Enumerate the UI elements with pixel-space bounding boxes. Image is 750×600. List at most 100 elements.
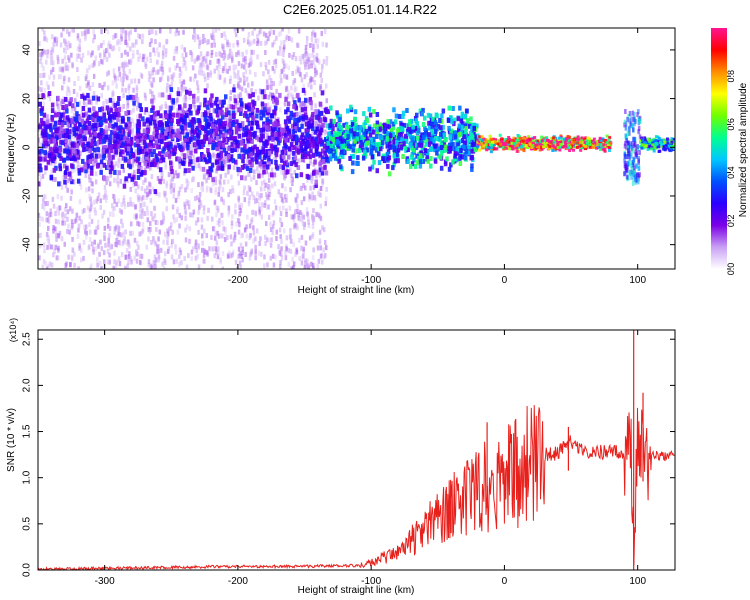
heatmap-cell [77, 266, 80, 269]
heatmap-cell [286, 115, 290, 121]
heatmap-cell [426, 112, 431, 118]
heatmap-cell [153, 213, 157, 219]
heatmap-cell [141, 214, 144, 219]
heatmap-cell [275, 35, 278, 41]
heatmap-cell [58, 116, 63, 122]
heatmap-cell [278, 227, 282, 233]
heatmap-cell [116, 174, 120, 180]
heatmap-cell [293, 87, 297, 93]
heatmap-cell [292, 150, 296, 156]
heatmap-cell [54, 177, 57, 182]
heatmap-cell [431, 116, 435, 122]
heatmap-cell [449, 115, 453, 121]
heatmap-cell [158, 229, 161, 235]
heatmap-cell [262, 31, 266, 37]
heatmap-cell [264, 40, 267, 46]
heatmap-cell [260, 193, 263, 199]
heatmap-cell [63, 179, 67, 185]
heatmap-cell [317, 59, 321, 65]
heatmap-cell [41, 216, 44, 222]
heatmap-cell [206, 124, 210, 130]
heatmap-cell [472, 141, 477, 147]
heatmap-cell [318, 213, 321, 219]
heatmap-cell [60, 32, 63, 38]
heatmap-cell [424, 130, 428, 136]
heatmap-cell [176, 112, 180, 118]
heatmap-cell [226, 117, 229, 123]
heatmap-cell [296, 209, 299, 214]
heatmap-cell [283, 147, 287, 153]
heatmap-cell [317, 139, 321, 145]
heatmap-cell [302, 246, 305, 252]
heatmap-cell [69, 97, 73, 103]
heatmap-cell [83, 95, 87, 101]
heatmap-cell [303, 106, 308, 112]
heatmap-cell [153, 162, 157, 168]
heatmap-cell [274, 135, 278, 141]
heatmap-cell [284, 250, 287, 256]
heatmap-cell [308, 194, 312, 200]
heatmap-cell [75, 143, 80, 149]
heatmap-cell [236, 100, 240, 106]
heatmap-cell [447, 166, 452, 172]
heatmap-cell [168, 114, 172, 119]
heatmap-cell [147, 76, 151, 82]
heatmap-cell [300, 200, 303, 206]
heatmap-cell [113, 198, 116, 204]
heatmap-cell [443, 137, 447, 143]
heatmap-cell [215, 205, 219, 211]
heatmap-cell [180, 150, 183, 156]
heatmap-cell [221, 187, 225, 193]
heatmap-cell [134, 28, 137, 32]
heatmap-cell [351, 122, 355, 128]
heatmap-cell [139, 107, 143, 113]
heatmap-cell [418, 108, 423, 114]
heatmap-cell [41, 203, 44, 209]
heatmap-cell [463, 155, 467, 161]
heatmap-cell [243, 143, 247, 149]
heatmap-cell [279, 30, 282, 36]
heatmap-cell [259, 28, 262, 34]
heatmap-cell [239, 251, 242, 257]
heatmap-cell [128, 164, 133, 170]
heatmap-cell [287, 261, 290, 267]
heatmap-cell [243, 75, 246, 81]
heatmap-cell [39, 108, 43, 114]
heatmap-cell [248, 223, 252, 229]
heatmap-cell [53, 154, 57, 160]
heatmap-cell [408, 143, 412, 148]
heatmap-cell [136, 156, 141, 162]
heatmap-cell [113, 33, 117, 39]
heatmap-cell [263, 88, 266, 94]
heatmap-cell [165, 183, 168, 189]
heatmap-cell [81, 106, 86, 111]
heatmap-cell [244, 55, 247, 61]
heatmap-cell [85, 102, 88, 107]
heatmap-cell [216, 254, 220, 260]
heatmap-cell [59, 98, 62, 104]
heatmap-cell [82, 139, 85, 145]
heatmap-cell [179, 259, 182, 265]
heatmap-cell [93, 62, 96, 68]
heatmap-cell [203, 110, 208, 116]
heatmap-cell [170, 183, 173, 188]
heatmap-cell [58, 205, 62, 211]
heatmap-cell [120, 33, 123, 39]
heatmap-cell [114, 161, 118, 167]
heatmap-cell [172, 124, 176, 130]
heatmap-cell [316, 134, 320, 140]
heatmap-cell [284, 132, 288, 138]
heatmap-cell [66, 187, 69, 193]
heatmap-cell [46, 201, 49, 206]
heatmap-cell [97, 244, 100, 250]
heatmap-cell [54, 211, 57, 217]
heatmap-cell [272, 59, 276, 65]
heatmap-cell [273, 68, 276, 74]
heatmap-cell [148, 120, 153, 126]
heatmap-cell [296, 42, 299, 48]
heatmap-cell [76, 33, 80, 39]
heatmap-cell [135, 39, 138, 45]
heatmap-cell [49, 160, 53, 166]
heatmap-cell [270, 131, 274, 137]
heatmap-cell [88, 64, 91, 70]
